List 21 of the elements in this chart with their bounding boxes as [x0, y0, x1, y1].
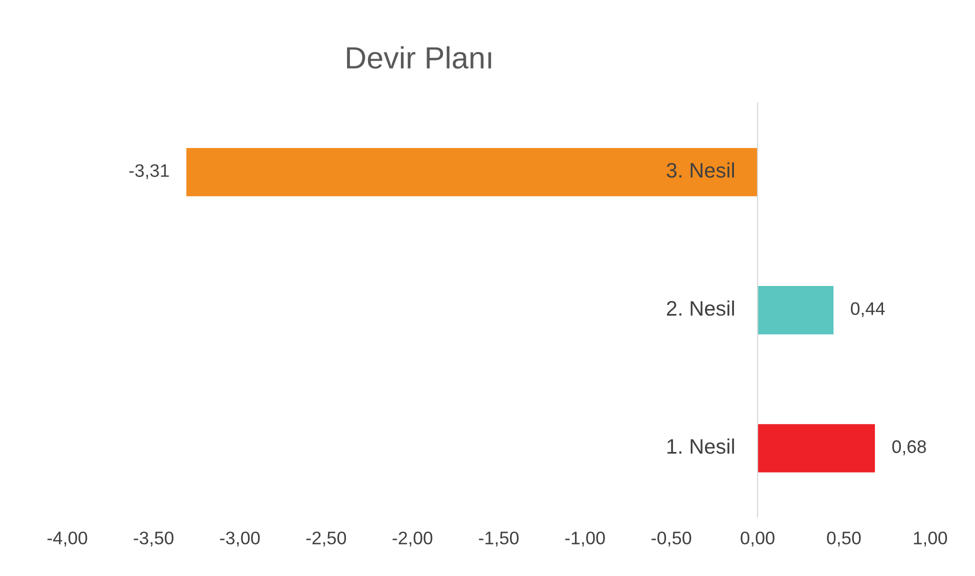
data-label: -3,31 [129, 164, 169, 180]
x-tick-label: -2,00 [392, 532, 432, 547]
data-label: 0,68 [892, 440, 926, 456]
y-tick-label: 2. Nesil [666, 300, 734, 316]
x-tick-label: -3,00 [220, 532, 260, 547]
bar [758, 424, 875, 472]
x-tick-label: -2,50 [306, 532, 346, 547]
bar [758, 286, 834, 334]
x-tick-label: 0,00 [740, 532, 774, 547]
x-tick-label: 1,00 [914, 532, 948, 547]
bar [186, 148, 758, 196]
x-tick-label: -4,00 [48, 532, 88, 547]
y-tick-label: 1. Nesil [667, 438, 734, 454]
y-tick-label: 3. Nesil [666, 162, 734, 178]
data-label: 0,44 [850, 302, 885, 318]
x-tick-label: -1,00 [565, 532, 605, 547]
x-tick-label: -0,50 [652, 532, 692, 547]
x-tick-label: 0,50 [827, 532, 861, 547]
x-tick-label: -1,50 [478, 532, 519, 547]
x-tick-label: -3,50 [134, 532, 174, 547]
chart-title: Devir Planı [347, 46, 492, 69]
